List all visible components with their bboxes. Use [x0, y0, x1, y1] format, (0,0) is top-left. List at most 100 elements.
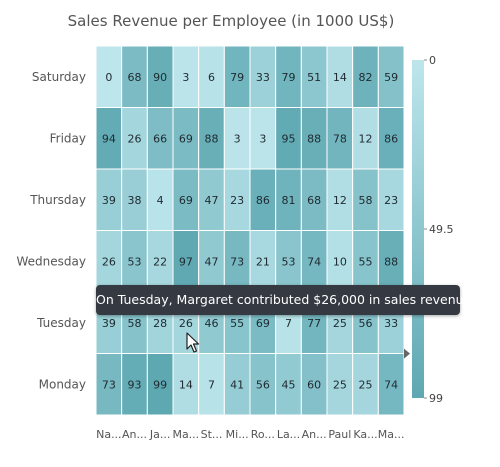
heatmap-cell[interactable]: [326, 107, 354, 170]
heatmap-cell[interactable]: [249, 107, 277, 170]
cell-value-label: 77: [307, 317, 321, 330]
cell-value-label: 26: [128, 132, 142, 145]
cell-value-label: 39: [102, 317, 116, 330]
cell-value-label: 79: [230, 71, 244, 84]
heatmap-cell[interactable]: [377, 107, 405, 170]
cell-value-label: 69: [179, 132, 193, 145]
heatmap-cell[interactable]: [326, 230, 354, 293]
heatmap-cell[interactable]: [275, 45, 302, 108]
y-tick-label: Tuesday: [36, 316, 86, 330]
cell-value-label: 39: [102, 194, 116, 207]
heatmap-cell[interactable]: [121, 107, 148, 170]
cell-value-label: 88: [307, 132, 321, 145]
heatmap-cell[interactable]: [198, 168, 225, 231]
cell-value-label: 0: [105, 71, 112, 84]
cell-value-label: 95: [282, 132, 296, 145]
heatmap-cell[interactable]: [121, 353, 148, 416]
cell-value-label: 51: [307, 71, 321, 84]
heatmap-cell[interactable]: [377, 230, 405, 293]
cell-value-label: 14: [333, 71, 347, 84]
cell-value-label: 79: [282, 71, 296, 84]
cell-value-label: 3: [234, 132, 241, 145]
x-tick-label: Mi...: [226, 428, 249, 441]
heatmap-cell[interactable]: [121, 45, 148, 108]
heatmap-cell[interactable]: [326, 45, 354, 108]
x-tick-label: Na...: [96, 428, 121, 441]
y-tick-label: Saturday: [32, 70, 86, 84]
cell-value-label: 86: [256, 194, 270, 207]
cell-value-label: 99: [153, 378, 167, 391]
heatmap-cell[interactable]: [95, 230, 123, 293]
cell-value-label: 41: [230, 378, 244, 391]
x-tick-label: La...: [277, 428, 300, 441]
cell-value-label: 74: [384, 378, 398, 391]
x-tick-label: Ja...: [149, 428, 170, 441]
legend-color-bar: [412, 60, 424, 398]
x-tick-label: Ma...: [172, 428, 199, 441]
cell-value-label: 97: [179, 255, 193, 268]
heatmap-cell[interactable]: [300, 353, 328, 416]
cell-value-label: 7: [208, 378, 215, 391]
cell-value-label: 26: [102, 255, 116, 268]
cell-value-label: 45: [282, 378, 296, 391]
cell-value-label: 58: [128, 317, 142, 330]
cell-value-label: 4: [157, 194, 164, 207]
heatmap-cell[interactable]: [172, 168, 200, 231]
legend-label: 49.5: [429, 223, 454, 236]
cell-value-label: 7: [285, 317, 292, 330]
heatmap-cell[interactable]: [223, 353, 251, 416]
cell-value-label: 73: [230, 255, 244, 268]
cell-value-label: 12: [333, 194, 347, 207]
heatmap-cell[interactable]: [352, 107, 379, 170]
heatmap-cell[interactable]: [172, 353, 200, 416]
cell-value-label: 78: [333, 132, 347, 145]
cell-value-label: 3: [259, 132, 266, 145]
heatmap-cell[interactable]: [249, 168, 277, 231]
y-tick-label: Friday: [50, 131, 86, 145]
legend-label: 0: [429, 54, 436, 67]
cell-value-label: 53: [282, 255, 296, 268]
heatmap-cell[interactable]: [172, 107, 200, 170]
cell-value-label: 21: [256, 255, 270, 268]
y-tick-label: Thursday: [29, 193, 86, 207]
cell-value-label: 56: [359, 317, 373, 330]
heatmap-cell[interactable]: [223, 107, 251, 170]
heatmap-cell[interactable]: [95, 353, 123, 416]
heatmap-cell[interactable]: [300, 107, 328, 170]
cell-value-label: 3: [182, 71, 189, 84]
cell-value-label: 25: [359, 378, 373, 391]
cell-value-label: 90: [153, 71, 167, 84]
cell-value-label: 88: [384, 255, 398, 268]
heatmap-cell[interactable]: [223, 45, 251, 108]
y-tick-label: Wednesday: [17, 254, 86, 268]
heatmap-cell[interactable]: [326, 353, 354, 416]
chart-title: Sales Revenue per Employee (in 1000 US$): [68, 12, 395, 30]
x-tick-label: Paul: [328, 428, 351, 441]
legend-label: 99: [429, 392, 443, 405]
row-labels: Saturday Friday Thursday Wednesday Tuesday Mo…: [17, 70, 86, 392]
heatmap-cell[interactable]: [146, 168, 174, 231]
heatmap-cell[interactable]: [352, 230, 379, 293]
cell-value-label: 66: [153, 132, 167, 145]
cell-value-label: 82: [359, 71, 373, 84]
cell-value-label: 10: [333, 255, 347, 268]
heatmap-cell[interactable]: [249, 353, 277, 416]
heatmap-cell[interactable]: [300, 230, 328, 293]
heatmap-cell[interactable]: [95, 45, 123, 108]
cell-value-label: 74: [307, 255, 321, 268]
cell-value-label: 58: [359, 194, 373, 207]
heatmap-cell[interactable]: [377, 168, 405, 231]
heatmap-cell[interactable]: [377, 45, 405, 108]
heatmap-cell[interactable]: [377, 353, 405, 416]
heatmap-cell[interactable]: [275, 107, 302, 170]
heatmap-cell[interactable]: [198, 107, 225, 170]
heatmap-cell[interactable]: [275, 353, 302, 416]
x-tick-label: An...: [122, 428, 147, 441]
cell-value-label: 25: [333, 378, 347, 391]
color-legend: 0 49.5 99: [404, 54, 454, 405]
cell-value-label: 93: [128, 378, 142, 391]
heatmap-cell[interactable]: [223, 230, 251, 293]
